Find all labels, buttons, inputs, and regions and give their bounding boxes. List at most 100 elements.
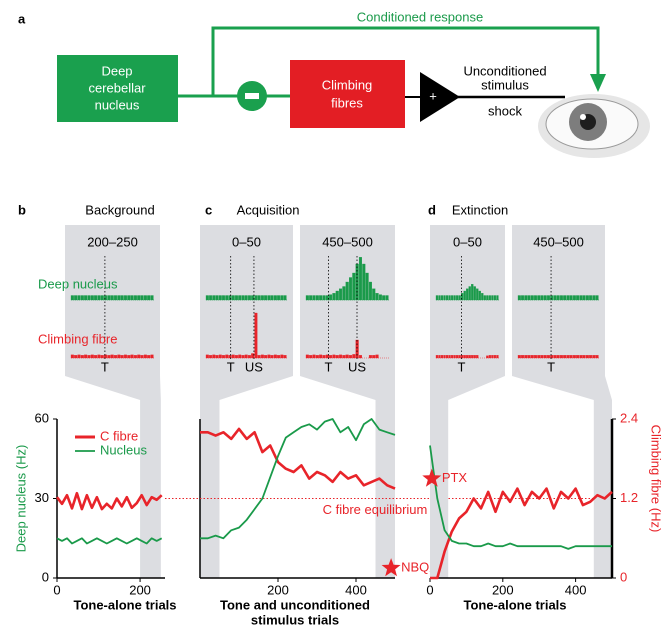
- histogram-bar: [336, 291, 339, 300]
- histogram-bar: [491, 296, 493, 301]
- series-line: [200, 429, 395, 489]
- row-label: Climbing fibre: [38, 331, 117, 346]
- histogram-bar: [147, 355, 150, 358]
- histogram-bar: [521, 355, 524, 358]
- histogram-bar: [91, 355, 94, 358]
- stimulus-label: stimulus: [481, 77, 529, 92]
- histogram-bar: [94, 355, 97, 358]
- histogram-bar: [74, 296, 77, 301]
- histogram-bar: [464, 291, 466, 300]
- histogram-bar: [439, 355, 441, 358]
- histogram-bar: [456, 296, 458, 301]
- histogram-bar: [255, 296, 258, 301]
- histogram-bar: [439, 296, 441, 301]
- histogram-bar: [235, 355, 238, 358]
- histogram-bar: [476, 289, 478, 300]
- histogram-bar: [557, 355, 560, 358]
- histogram-bar: [238, 355, 241, 358]
- histogram-bar: [117, 296, 120, 301]
- histogram-bar: [306, 296, 309, 301]
- histogram-bar: [528, 296, 531, 301]
- histogram-bar: [147, 296, 150, 301]
- histogram-bar: [534, 296, 537, 301]
- histogram-bar: [563, 355, 566, 358]
- histogram-bar: [111, 355, 114, 358]
- histogram-bar: [580, 355, 583, 358]
- fibres-box: [290, 60, 405, 128]
- histogram-bar: [583, 355, 586, 358]
- histogram-bar: [248, 296, 251, 301]
- histogram-bar: [456, 355, 458, 358]
- histogram-bar: [248, 355, 251, 358]
- histogram-bar: [264, 296, 267, 301]
- histogram-bar: [114, 355, 117, 358]
- histogram-bar: [596, 355, 599, 358]
- histogram-bar: [464, 355, 466, 358]
- x-axis-label: Tone and unconditioned: [220, 597, 370, 612]
- y-tick-label: 0: [42, 569, 49, 584]
- histogram-bar: [316, 296, 319, 301]
- histogram-bar: [346, 355, 349, 358]
- histogram-bar: [560, 296, 563, 301]
- histogram-bar: [528, 355, 531, 358]
- equilibrium-label: C fibre equilibrium: [323, 502, 428, 517]
- histogram-bar: [596, 296, 599, 301]
- histogram-bar: [451, 355, 453, 358]
- x-tick-label: 200: [492, 582, 514, 597]
- histogram-bar: [563, 296, 566, 301]
- histogram-bar: [268, 296, 271, 301]
- histogram-bar: [486, 296, 488, 301]
- histogram-bar: [466, 289, 468, 300]
- histogram-bar: [583, 296, 586, 301]
- trial-window: [594, 400, 612, 578]
- window-connector: [430, 376, 505, 400]
- histogram-bar: [541, 296, 544, 301]
- histogram-bar: [212, 355, 215, 358]
- y-tick-label: 60: [35, 410, 49, 425]
- window-connector: [512, 376, 612, 400]
- nucleus-label: Deep: [101, 63, 132, 78]
- histogram-bar: [71, 296, 74, 301]
- histogram-bar: [101, 355, 104, 358]
- histogram-bar: [471, 284, 473, 300]
- event-label: US: [348, 359, 366, 374]
- histogram-bar: [281, 296, 284, 301]
- histogram-bar: [84, 355, 87, 358]
- histogram-bar: [471, 355, 473, 358]
- histogram-bar: [441, 355, 443, 358]
- raster-title: 450–500: [322, 234, 373, 249]
- histogram-bar: [261, 355, 264, 358]
- histogram-bar: [271, 355, 274, 358]
- panel-label: a: [18, 11, 26, 26]
- histogram-bar: [491, 355, 493, 358]
- histogram-bar: [386, 296, 389, 301]
- histogram-bar: [446, 296, 448, 301]
- histogram-bar: [469, 355, 471, 358]
- histogram-bar: [277, 355, 280, 358]
- histogram-bar: [576, 355, 579, 358]
- histogram-bar: [121, 296, 124, 301]
- histogram-bar: [216, 355, 219, 358]
- histogram-bar: [98, 355, 101, 358]
- histogram-bar: [151, 355, 154, 358]
- histogram-bar: [144, 296, 147, 301]
- histogram-bar: [570, 296, 573, 301]
- nucleus-label: cerebellar: [88, 80, 146, 95]
- histogram-bar: [284, 355, 287, 358]
- fibres-label: Climbing: [322, 77, 373, 92]
- histogram-bar: [235, 296, 238, 301]
- histogram-bar: [141, 296, 144, 301]
- nucleus-label: nucleus: [95, 97, 140, 112]
- panel-label: b: [18, 202, 26, 217]
- histogram-bar: [88, 296, 91, 301]
- histogram-bar: [212, 296, 215, 301]
- excitation-triangle: [420, 72, 460, 122]
- histogram-bar: [489, 355, 491, 358]
- histogram-bar: [309, 296, 312, 301]
- histogram-bar: [359, 257, 362, 300]
- histogram-bar: [219, 355, 222, 358]
- histogram-bar: [518, 355, 521, 358]
- histogram-bar: [589, 296, 592, 301]
- histogram-bar: [474, 287, 476, 301]
